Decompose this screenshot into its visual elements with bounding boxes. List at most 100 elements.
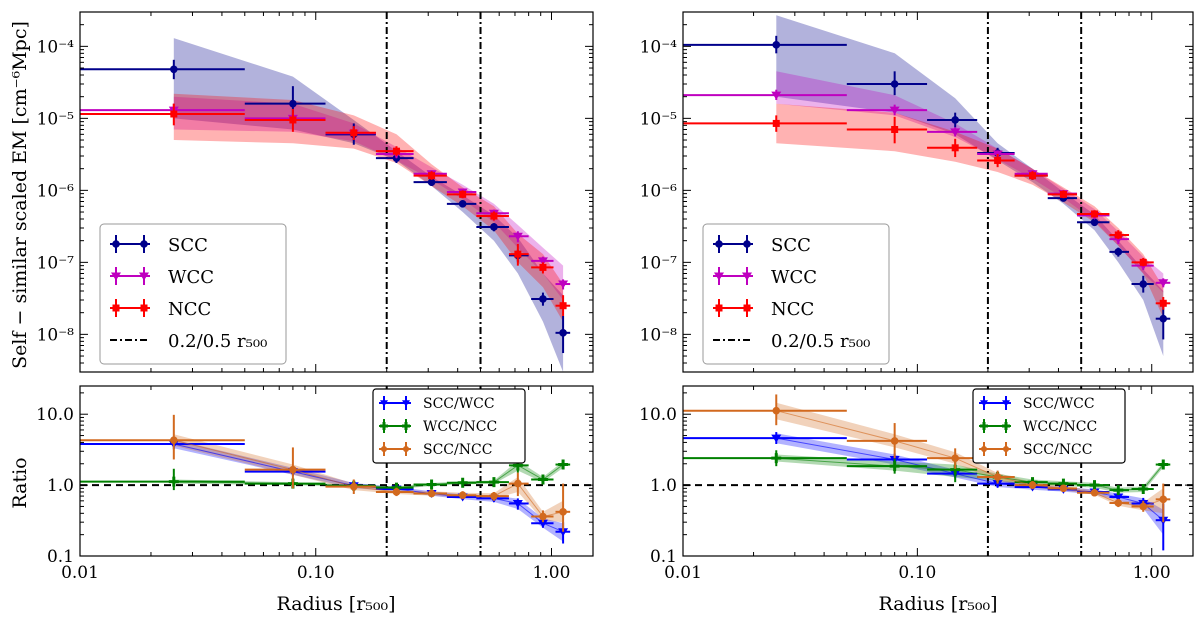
marker <box>992 480 1003 489</box>
data-point <box>508 243 529 266</box>
series-ncc <box>683 115 1171 310</box>
data-point <box>1155 459 1171 470</box>
marker <box>993 473 1002 481</box>
marker <box>537 257 548 266</box>
data-point <box>244 447 326 489</box>
y-tick-label: 10⁻⁴ <box>640 37 678 57</box>
marker <box>771 453 782 464</box>
marker <box>980 445 988 453</box>
marker <box>1158 279 1169 288</box>
band-scc-ncc <box>776 402 1164 514</box>
marker <box>490 223 498 231</box>
legend-top-left: SCC WCC NCC 0.2/0.5 r₅₀₀ <box>99 223 287 365</box>
data-point <box>555 459 571 470</box>
marker <box>1138 484 1149 495</box>
x-tick-label: 0.01 <box>664 563 702 583</box>
band-ncc <box>173 93 564 322</box>
data-point <box>1109 485 1130 496</box>
data-point <box>683 432 847 445</box>
data-point <box>1109 247 1130 257</box>
marker <box>771 91 782 100</box>
data-point <box>1077 210 1110 218</box>
series-scc-ncc <box>683 394 1171 523</box>
legend-label: SCC <box>168 235 208 256</box>
plot-area-top-right <box>683 12 1171 372</box>
panel-top-right: 10⁻⁸ 10⁻⁷ 10⁻⁶ 10⁻⁵ 10⁻⁴ SCC WCC NCC 0.2/0.5 r₅₀… <box>640 11 1194 373</box>
marker <box>427 489 436 498</box>
marker <box>1114 231 1122 239</box>
data-point <box>413 489 447 498</box>
legend-label: WCC/NCC <box>1023 419 1097 435</box>
marker <box>980 422 988 430</box>
marker <box>558 459 569 470</box>
data-point <box>977 470 1015 484</box>
data-point <box>846 71 928 96</box>
x-axis-bottom-right: 0.01 0.10 1.00 <box>664 386 1171 583</box>
marker <box>512 500 523 509</box>
marker <box>558 280 569 289</box>
data-point <box>508 231 529 243</box>
marker <box>350 129 358 137</box>
data-point <box>531 262 554 274</box>
data-point <box>476 211 509 221</box>
marker <box>539 512 547 521</box>
marker <box>402 400 410 407</box>
marker <box>427 178 436 186</box>
marker <box>539 263 547 271</box>
data-point <box>325 126 376 141</box>
marker <box>1114 248 1123 256</box>
x-axis-top-left <box>79 12 552 372</box>
data-point <box>1077 488 1110 497</box>
data-point <box>1109 498 1130 508</box>
marker <box>1159 314 1168 323</box>
data-point <box>413 479 447 490</box>
marker <box>112 240 120 248</box>
y-tick-label: 1.0 <box>650 476 677 496</box>
x-tick-label: 1.00 <box>533 563 571 583</box>
marker <box>1159 495 1168 504</box>
data-point <box>683 89 847 100</box>
data-point <box>375 146 414 156</box>
legend-label: SCC/NCC <box>1023 442 1092 458</box>
marker <box>950 128 961 137</box>
axes-frame-top-right <box>682 11 1194 373</box>
panel-bottom-left: 0.11.010.00.01 0.10 1.00SCC/WCCWCC/NCCSCC/… <box>36 385 594 583</box>
marker <box>112 304 120 312</box>
y-axis-bottom-right: 0.1 1.0 10.0 <box>639 392 1193 567</box>
marker <box>1091 210 1099 218</box>
axes-frame-bottom-right <box>682 385 1194 557</box>
marker <box>743 240 751 248</box>
data-point <box>446 491 477 500</box>
data-point <box>1077 480 1110 491</box>
data-point <box>375 487 414 497</box>
marker <box>1002 400 1010 407</box>
data-point <box>476 223 509 232</box>
marker <box>1002 422 1010 430</box>
x-tick-label: 0.10 <box>898 563 936 583</box>
legend-box <box>972 388 1126 464</box>
marker <box>772 119 780 127</box>
data-point <box>1014 171 1048 180</box>
marker <box>771 434 782 443</box>
data-point <box>1155 483 1171 523</box>
marker <box>890 80 899 88</box>
marker <box>170 65 178 74</box>
marker <box>380 445 388 453</box>
marker <box>140 304 148 312</box>
marker <box>1090 218 1099 227</box>
data-point <box>1131 484 1154 495</box>
marker <box>980 400 988 407</box>
legend-bottom-right: SCC/WCC WCC/NCC SCC/NCC <box>972 388 1126 464</box>
panels: 10⁻⁸ 10⁻⁷ 10⁻⁶ 10⁻⁵ 10⁻⁴ SCC WCC NCC 0.2/0.5 r₅₀… <box>36 11 1194 583</box>
panel-top-left: 10⁻⁸ 10⁻⁷ 10⁻⁶ 10⁻⁵ 10⁻⁴ SCC WCC NCC 0.2/0.5 r₅₀… <box>37 11 594 373</box>
series-line <box>776 410 1164 507</box>
marker <box>537 519 548 528</box>
marker <box>402 445 410 453</box>
y-tick-label: 10⁻⁷ <box>37 253 75 273</box>
y-tick-label: 10⁻⁸ <box>640 325 678 345</box>
y-tick-label: 10⁻⁵ <box>640 109 678 129</box>
data-point <box>555 295 571 316</box>
legend-box <box>99 223 287 365</box>
marker <box>170 110 178 118</box>
data-point <box>1155 297 1171 310</box>
